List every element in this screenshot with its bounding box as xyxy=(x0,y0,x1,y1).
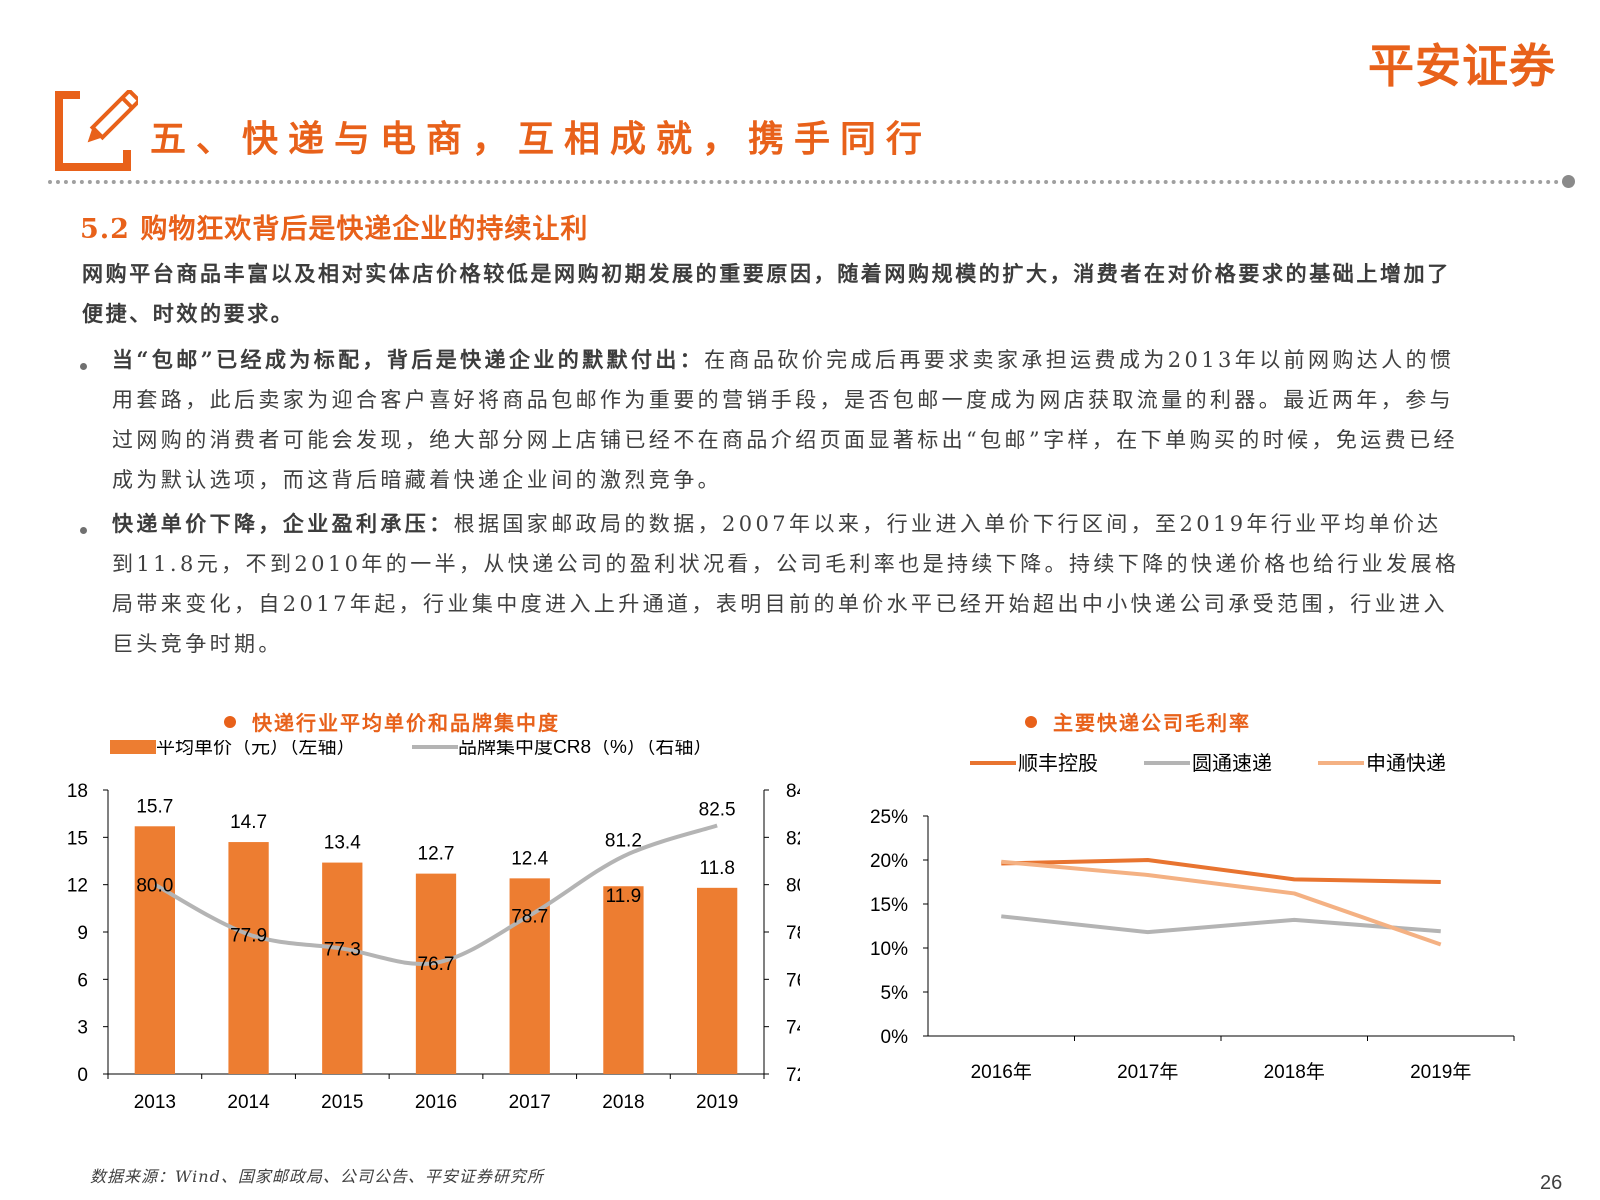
chart2-title-text: 主要快递公司毛利率 xyxy=(1053,711,1251,735)
line-data-label: 80.0 xyxy=(136,876,173,897)
line-data-label: 78.7 xyxy=(511,906,548,927)
bar-avg-price xyxy=(415,873,457,1074)
chart1-title-text: 快递行业平均单价和品牌集中度 xyxy=(252,711,560,735)
left-axis-tick-label: 18 xyxy=(67,781,88,802)
right-axis-tick-label: 74 xyxy=(786,1018,800,1039)
chart2-title: 主要快递公司毛利率 xyxy=(1025,707,1251,736)
bar-data-label: 12.4 xyxy=(511,848,548,869)
y-axis-tick-label: 20% xyxy=(870,851,908,872)
pingan-logo: 平安证券 xyxy=(1368,39,1556,93)
y-axis-tick-label: 10% xyxy=(870,939,908,960)
right-axis-tick-label: 72 xyxy=(786,1065,800,1086)
legend-label-cr8: 品牌集中度CR8（%）（右轴） xyxy=(458,740,712,758)
legend-label-avg-price: 平均单价（元）（左轴） xyxy=(156,740,356,758)
series-line xyxy=(1001,858,1441,884)
bar-avg-price xyxy=(603,886,644,1074)
legend-label: 顺丰控股 xyxy=(1018,752,1098,775)
x-axis-tick-label: 2018 xyxy=(602,1092,644,1113)
legend-label: 申通快递 xyxy=(1366,752,1446,775)
series-line-cr8 xyxy=(153,823,718,966)
left-axis-tick-label: 9 xyxy=(77,923,88,944)
bullet-paragraph-price-decline: 快递单价下降，企业盈利承压：根据国家邮政局的数据，2007年以来，行业进入单价下… xyxy=(112,504,1462,664)
page-title: 五、快递与电商，互相成就，携手同行 xyxy=(150,118,933,160)
divider-end-dot xyxy=(1562,175,1575,188)
bar-data-label: 12.7 xyxy=(418,844,455,865)
bullet-dot-icon xyxy=(224,716,236,728)
bullet-paragraph-free-shipping: 当“包邮”已经成为标配，背后是快递企业的默默付出：在商品砍价完成后再要求卖家承担… xyxy=(112,340,1462,500)
price-concentration-chart: 平均单价（元）（左轴） 品牌集中度CR8（%）（右轴） 0 3 6 9 12 15 18 72 74… xyxy=(67,740,800,1113)
left-axis-tick-label: 12 xyxy=(67,876,88,897)
intro-paragraph: 网购平台商品丰富以及相对实体店价格较低是网购初期发展的重要原因，随着网购规模的扩… xyxy=(82,261,1451,326)
x-axis-tick-label: 2019年 xyxy=(1410,1061,1471,1083)
line-data-label: 77.3 xyxy=(324,940,361,961)
title-divider xyxy=(48,180,1568,184)
bar-data-label: 11.9 xyxy=(606,886,642,907)
bar-avg-price xyxy=(134,826,176,1074)
series-line xyxy=(1001,914,1441,935)
x-axis-tick-label: 2013 xyxy=(134,1092,176,1113)
line-data-label: 81.2 xyxy=(605,830,642,851)
bar-avg-price xyxy=(696,887,738,1074)
y-axis-tick-label: 15% xyxy=(870,895,908,916)
edit-pencil-icon xyxy=(55,90,138,171)
right-axis-tick-label: 80 xyxy=(786,876,800,897)
series-line xyxy=(1001,859,1442,947)
bullet-marker xyxy=(80,527,87,534)
left-axis-tick-label: 3 xyxy=(77,1018,88,1039)
bar-avg-price xyxy=(322,862,363,1074)
chart1-title: 快递行业平均单价和品牌集中度 xyxy=(224,707,560,736)
line-data-label: 82.5 xyxy=(699,800,736,821)
bullet-text: 在商品砍价完成后再要求卖家承担运费成为2013年以前网购达人的惯用套路，此后卖家… xyxy=(112,348,1458,492)
x-axis-tick-label: 2015 xyxy=(321,1092,363,1113)
bar-data-label: 11.8 xyxy=(699,858,735,879)
left-axis-tick-label: 15 xyxy=(67,828,88,849)
x-axis-tick-label: 2016年 xyxy=(971,1061,1032,1083)
bar-avg-price xyxy=(228,842,269,1074)
page-number: 26 xyxy=(1540,1172,1563,1194)
bar-data-label: 13.4 xyxy=(324,833,361,854)
right-axis-tick-label: 82 xyxy=(786,828,800,849)
right-axis-tick-label: 76 xyxy=(786,970,800,991)
right-axis-tick-label: 84 xyxy=(786,781,800,802)
x-axis-tick-label: 2018年 xyxy=(1264,1061,1325,1083)
y-axis-tick-label: 0% xyxy=(881,1027,909,1048)
gross-margin-chart: 顺丰控股 圆通速递 申通快递 0% 5% 10% 15% 20% 25% 2016年 2017年 20… xyxy=(870,752,1515,1083)
bar-data-label: 15.7 xyxy=(136,796,173,817)
left-axis-tick-label: 6 xyxy=(77,970,88,991)
right-axis-tick-label: 78 xyxy=(786,923,800,944)
bullet-lead: 当“包邮”已经成为标配，背后是快递企业的默默付出： xyxy=(112,347,705,372)
legend-swatch-avg-price xyxy=(110,740,156,754)
bullet-dot-icon xyxy=(1025,716,1037,728)
bar-data-label: 14.7 xyxy=(230,812,267,833)
x-axis-tick-label: 2016 xyxy=(415,1092,457,1113)
line-data-label: 76.7 xyxy=(418,954,455,975)
bullet-text: 根据国家邮政局的数据，2007年以来，行业进入单价下行区间，至2019年行业平均… xyxy=(112,512,1460,656)
y-axis-tick-label: 25% xyxy=(870,807,908,828)
x-axis-tick-label: 2017 xyxy=(509,1092,551,1113)
line-data-label: 77.9 xyxy=(230,925,267,946)
section-heading: 5.2 购物狂欢背后是快递企业的持续让利 xyxy=(80,214,589,245)
data-source-note: 数据来源：Wind、国家邮政局、公司公告、平安证券研究所 xyxy=(90,1167,544,1186)
x-axis-tick-label: 2014 xyxy=(227,1092,270,1113)
legend-label: 圆通速递 xyxy=(1192,752,1272,775)
x-axis-tick-label: 2019 xyxy=(696,1092,738,1113)
left-axis-tick-label: 0 xyxy=(77,1065,88,1086)
bullet-lead: 快递单价下降，企业盈利承压： xyxy=(112,511,454,536)
bar-avg-price xyxy=(509,878,550,1074)
y-axis-tick-label: 5% xyxy=(881,983,909,1004)
bullet-marker xyxy=(80,363,87,370)
x-axis-tick-label: 2017年 xyxy=(1117,1061,1178,1083)
